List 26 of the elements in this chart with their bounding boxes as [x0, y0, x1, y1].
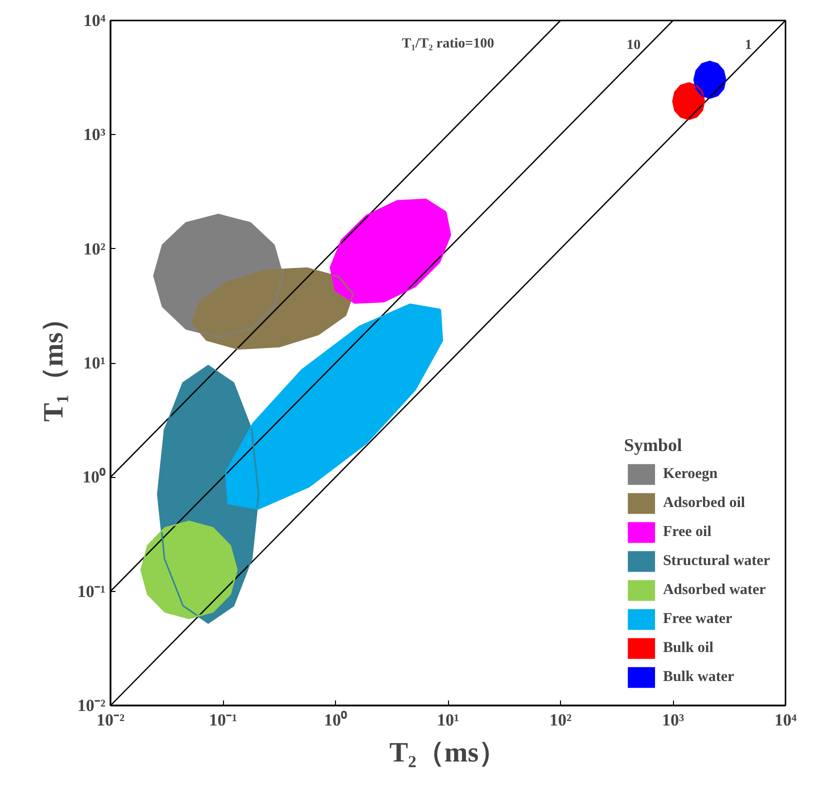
annotation: 10	[626, 38, 641, 53]
legend-label: Bulk oil	[662, 640, 714, 656]
legend-label: Free oil	[662, 524, 712, 540]
legend-title: Symbol	[624, 435, 683, 456]
legend-label: Free water	[662, 610, 732, 628]
y-tick-label: 10⁴	[83, 11, 106, 30]
y-tick-label: 10²	[83, 239, 106, 258]
annotation: T₁/T₂ ratio=100	[402, 36, 494, 52]
x-tick-label: 10²	[549, 710, 572, 730]
legend-label: Structural water	[662, 552, 770, 570]
y-axis-title: T₁（ms）	[38, 304, 70, 422]
legend-label: Bulk water	[662, 668, 734, 686]
y-tick-label: 10¹	[83, 354, 106, 372]
x-tick-label: 10³	[662, 710, 684, 730]
x-tick-label: 10⁰	[324, 710, 347, 730]
x-tick-label: 10⁴	[774, 710, 797, 730]
annotation: 1	[744, 38, 752, 53]
y-tick-label: 10⁻¹	[77, 582, 106, 601]
x-tick-label: 10⁻¹	[208, 710, 238, 730]
legend-label: Keroegn	[662, 466, 718, 482]
legend-label: Adsorbed water	[662, 582, 766, 598]
legend-label: Adsorbed oil	[662, 494, 746, 512]
y-tick-label: 10⁰	[82, 468, 106, 487]
y-tick-label: 10³	[83, 125, 106, 144]
x-tick-label: 10¹	[436, 710, 460, 730]
x-axis-title: T₂（ms）	[389, 738, 507, 768]
